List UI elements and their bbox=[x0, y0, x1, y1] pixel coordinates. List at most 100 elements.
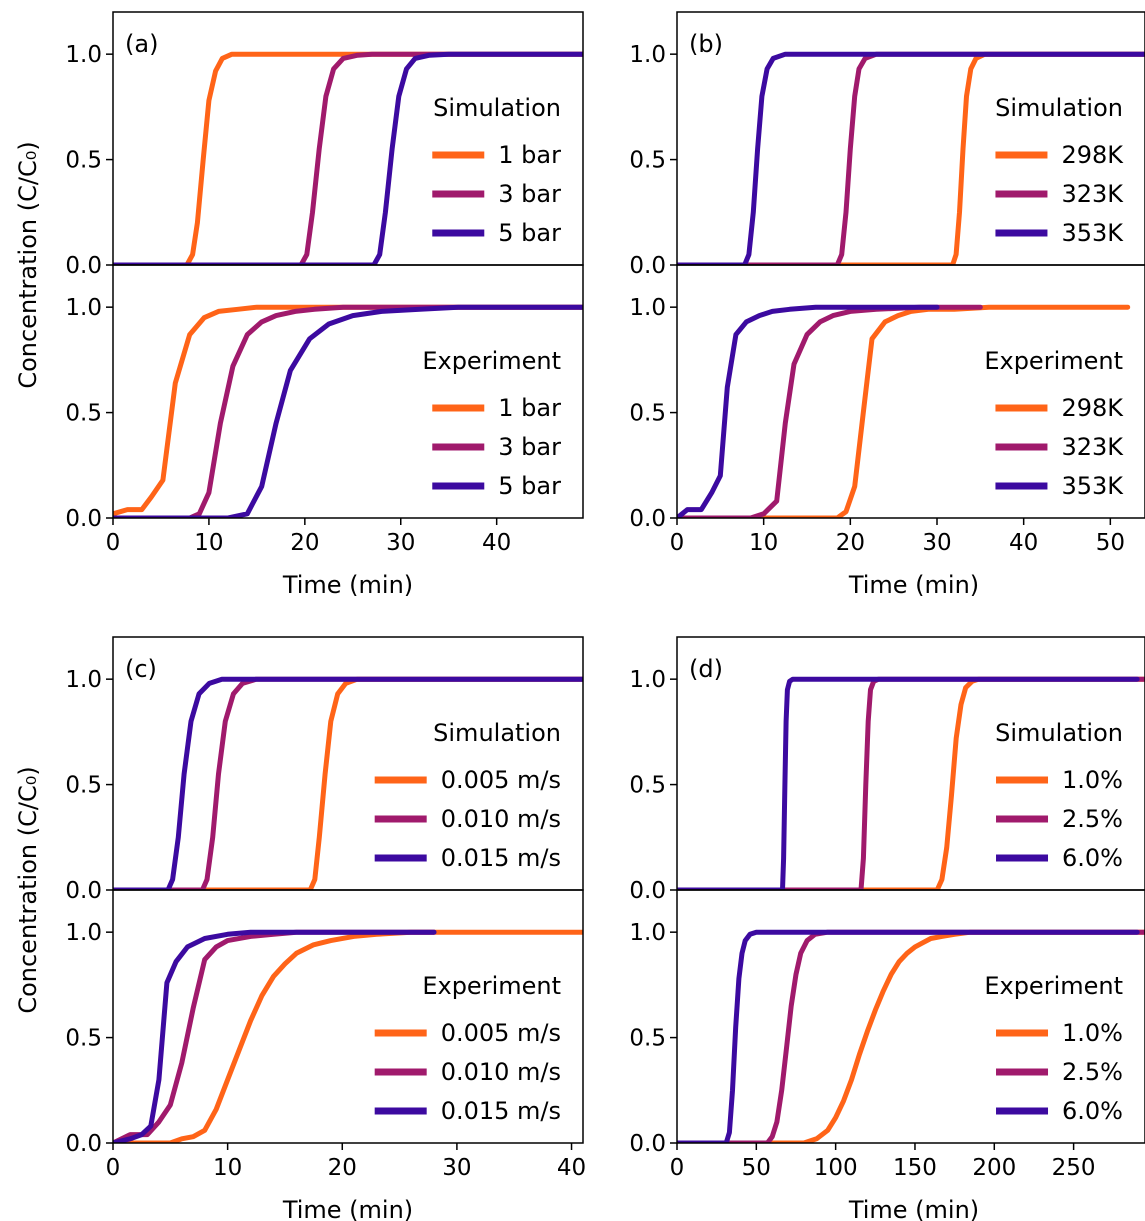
legend-label-0: 1 bar bbox=[498, 394, 561, 422]
x-tick-label: 250 bbox=[1052, 1155, 1096, 1181]
x-axis-label-a: Time (min) bbox=[282, 571, 413, 599]
legend-label-1: 2.5% bbox=[1062, 1058, 1123, 1086]
legend-label-2: 353K bbox=[1061, 219, 1124, 247]
y-tick-label: 0.5 bbox=[65, 773, 102, 799]
series-line-2 bbox=[113, 51, 583, 265]
x-tick-label: 0 bbox=[670, 530, 685, 556]
y-tick-label: 0.0 bbox=[629, 506, 666, 532]
x-tick-label: 150 bbox=[893, 1155, 937, 1181]
legend-title: Experiment bbox=[422, 347, 561, 375]
y-tick-label: 0.0 bbox=[65, 878, 102, 904]
x-tick-label: 30 bbox=[442, 1155, 471, 1181]
x-tick-label: 10 bbox=[749, 530, 778, 556]
series-line-0 bbox=[677, 929, 1145, 1143]
subplot-6: 0.0 0.5 1.0 (d) Simulation 1.0% 2.5% 6.0% bbox=[629, 636, 1145, 904]
x-axis-label-b: Time (min) bbox=[848, 571, 979, 599]
series-line-2 bbox=[677, 929, 1140, 1143]
y-tick-label: 0.5 bbox=[629, 148, 666, 174]
legend-label-0: 0.005 m/s bbox=[441, 1019, 561, 1047]
x-axis-label-d: Time (min) bbox=[848, 1196, 979, 1221]
legend-label-0: 298K bbox=[1061, 394, 1124, 422]
legend-label-1: 3 bar bbox=[498, 180, 561, 208]
legend-label-1: 323K bbox=[1061, 433, 1124, 461]
x-tick-label: 200 bbox=[972, 1155, 1016, 1181]
x-axis-label-c: Time (min) bbox=[282, 1196, 413, 1221]
plot-frame bbox=[112, 264, 584, 519]
y-tick-label: 0.0 bbox=[629, 253, 666, 279]
panel-label: (a) bbox=[125, 30, 158, 58]
series-line-2 bbox=[677, 304, 940, 518]
panel-label: (b) bbox=[689, 30, 723, 58]
panels: 0.0 0.5 1.0 (a) Simulation 1 bar 3 bar 5 bar 0.0… bbox=[65, 11, 1145, 1181]
y-tick-label: 1.0 bbox=[65, 667, 102, 693]
subplot-4: 0.0 0.5 1.0 (c) Simulation 0.005 m/s 0.010 m/s… bbox=[65, 636, 584, 904]
legend-title: Experiment bbox=[422, 972, 561, 1000]
series-line-2 bbox=[113, 929, 437, 1143]
legend-label-0: 1.0% bbox=[1062, 1019, 1123, 1047]
x-tick-label: 20 bbox=[836, 530, 865, 556]
y-tick-label: 0.0 bbox=[65, 1131, 102, 1157]
y-tick-label: 0.5 bbox=[629, 1026, 666, 1052]
subplot-3: 0.0 0.5 1.0 0 10 20 30 40 50 Experiment 298K 323K 35… bbox=[629, 264, 1145, 556]
y-axis-label-bottom: Concentration (C/C₀) bbox=[14, 766, 42, 1013]
y-axis-label-top: Concentration (C/C₀) bbox=[14, 141, 42, 388]
x-tick-label: 100 bbox=[814, 1155, 858, 1181]
legend-label-2: 5 bar bbox=[498, 219, 561, 247]
legend-label-0: 298K bbox=[1061, 141, 1124, 169]
legend-label-2: 353K bbox=[1061, 472, 1124, 500]
panel-label: (d) bbox=[689, 655, 723, 683]
series-line-2 bbox=[677, 676, 1140, 890]
x-tick-label: 20 bbox=[290, 530, 319, 556]
legend-title: Simulation bbox=[433, 719, 561, 747]
legend-label-2: 0.015 m/s bbox=[441, 844, 561, 872]
legend-label-2: 0.015 m/s bbox=[441, 1097, 561, 1125]
series-line-1 bbox=[677, 304, 983, 518]
y-tick-label: 0.5 bbox=[65, 1026, 102, 1052]
legend-label-2: 5 bar bbox=[498, 472, 561, 500]
legend-label-2: 6.0% bbox=[1062, 844, 1123, 872]
legend-title: Simulation bbox=[995, 94, 1123, 122]
y-tick-label: 1.0 bbox=[629, 295, 666, 321]
y-tick-label: 0.5 bbox=[629, 401, 666, 427]
x-tick-label: 0 bbox=[106, 530, 121, 556]
legend-title: Simulation bbox=[995, 719, 1123, 747]
x-tick-label: 0 bbox=[106, 1155, 121, 1181]
subplot-7: 0.0 0.5 1.0 0 50 100 150 200 250 Experiment 1.0% 2.… bbox=[629, 889, 1145, 1181]
x-tick-label: 10 bbox=[194, 530, 223, 556]
subplot-1: 0.0 0.5 1.0 0 10 20 30 40 Experiment 1 bar 3 bar 5 … bbox=[65, 264, 584, 556]
plot-frame bbox=[112, 889, 584, 1144]
y-tick-label: 0.0 bbox=[65, 506, 102, 532]
x-tick-label: 20 bbox=[328, 1155, 357, 1181]
plot-frame bbox=[676, 889, 1145, 1144]
legend-title: Simulation bbox=[433, 94, 561, 122]
plot-frame bbox=[676, 264, 1145, 519]
y-tick-label: 1.0 bbox=[65, 920, 102, 946]
y-tick-label: 1.0 bbox=[65, 42, 102, 68]
legend-label-0: 1.0% bbox=[1062, 766, 1123, 794]
x-tick-label: 30 bbox=[386, 530, 415, 556]
y-tick-label: 1.0 bbox=[629, 920, 666, 946]
legend-title: Experiment bbox=[984, 347, 1123, 375]
x-tick-label: 0 bbox=[670, 1155, 685, 1181]
legend-label-1: 3 bar bbox=[498, 433, 561, 461]
legend-label-1: 0.010 m/s bbox=[441, 805, 561, 833]
y-tick-label: 0.0 bbox=[629, 878, 666, 904]
y-tick-label: 1.0 bbox=[629, 42, 666, 68]
y-tick-label: 1.0 bbox=[65, 295, 102, 321]
y-tick-label: 0.5 bbox=[65, 401, 102, 427]
subplot-0: 0.0 0.5 1.0 (a) Simulation 1 bar 3 bar 5 bar bbox=[65, 11, 584, 279]
legend-title: Experiment bbox=[984, 972, 1123, 1000]
legend-label-1: 0.010 m/s bbox=[441, 1058, 561, 1086]
x-tick-label: 40 bbox=[1009, 530, 1038, 556]
series-line-0 bbox=[677, 304, 1131, 518]
subplot-5: 0.0 0.5 1.0 0 10 20 30 40 Experiment 0.005 m/s 0.0… bbox=[65, 889, 586, 1181]
legend-label-1: 2.5% bbox=[1062, 805, 1123, 833]
series-line-0 bbox=[113, 51, 583, 265]
series-line-1 bbox=[113, 51, 583, 265]
y-tick-label: 1.0 bbox=[629, 667, 666, 693]
series-line-2 bbox=[677, 51, 1145, 265]
legend-label-1: 323K bbox=[1061, 180, 1124, 208]
legend-label-0: 0.005 m/s bbox=[441, 766, 561, 794]
legend-label-2: 6.0% bbox=[1062, 1097, 1123, 1125]
